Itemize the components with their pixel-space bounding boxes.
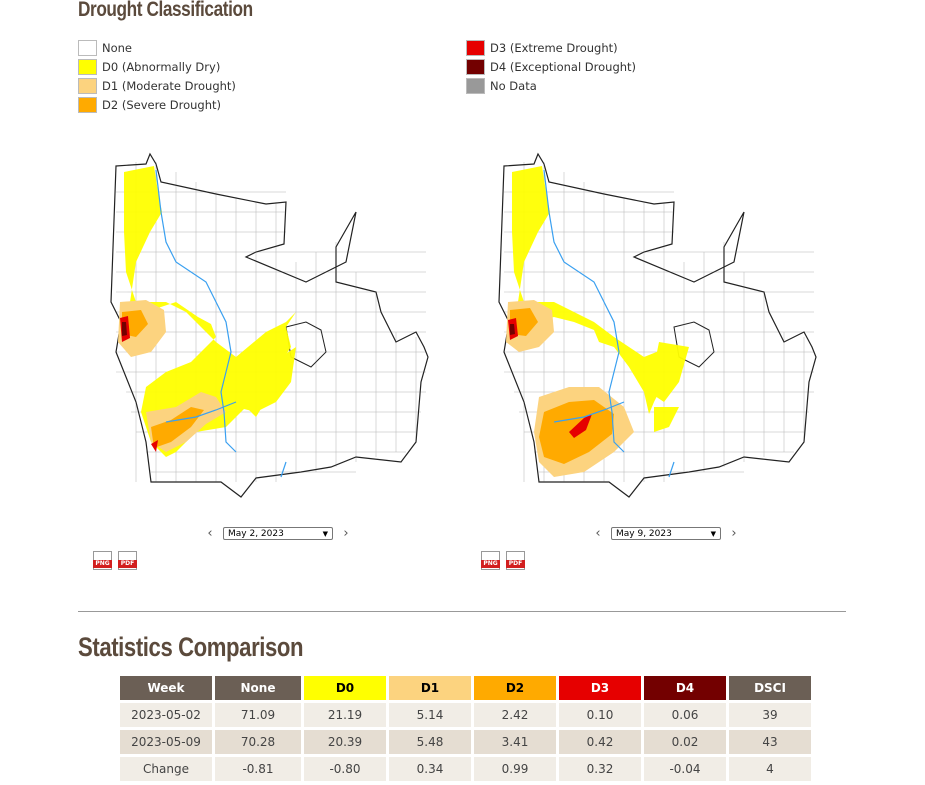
download-icons-map-1: PNG PDF [93, 551, 137, 570]
table-cell: Change [120, 757, 212, 781]
table-cell: 2023-05-02 [120, 703, 212, 727]
drought-map-may-9 [498, 152, 817, 498]
legend-label: D2 (Severe Drought) [102, 97, 222, 112]
legend-label: No Data [490, 78, 537, 93]
png-download-icon[interactable]: PNG [481, 551, 500, 570]
table-cell: 3.41 [474, 730, 556, 754]
legend-label: None [102, 40, 133, 55]
date-control-map-1: ‹ May 2, 2023 ▼ › [205, 526, 351, 541]
pdf-label: PDF [506, 560, 525, 568]
d3-d4-areas [120, 316, 158, 452]
legend-label: D0 (Abnormally Dry) [102, 59, 221, 74]
chevron-right-icon[interactable]: › [731, 526, 737, 541]
table-row: 2023-05-09 70.28 20.39 5.48 3.41 0.42 0.… [120, 730, 811, 754]
legend-swatch [466, 77, 485, 94]
table-cell: 5.14 [389, 703, 471, 727]
chevron-left-icon[interactable]: ‹ [207, 526, 213, 541]
d0-areas [124, 166, 296, 457]
statistics-table: Week None D0 D1 D2 D3 D4 DSCI 2023-05-02… [117, 673, 814, 784]
table-cell: 0.32 [559, 757, 641, 781]
legend-right: D3 (Extreme Drought) D4 (Exceptional Dro… [466, 38, 636, 95]
col-header-week: Week [120, 676, 212, 700]
section-divider [78, 611, 846, 612]
col-header-d2: D2 [474, 676, 556, 700]
table-cell: 2.42 [474, 703, 556, 727]
table-cell: 0.42 [559, 730, 641, 754]
pdf-label: PDF [118, 560, 137, 568]
legend-item-none: None [78, 38, 236, 57]
legend-item-d4: D4 (Exceptional Drought) [466, 57, 636, 76]
date-select-value: May 9, 2023 [616, 528, 672, 539]
legend-left: None D0 (Abnormally Dry) D1 (Moderate Dr… [78, 38, 236, 114]
table-cell: 0.10 [559, 703, 641, 727]
legend-item-d1: D1 (Moderate Drought) [78, 76, 236, 95]
pdf-download-icon[interactable]: PDF [506, 551, 525, 570]
table-cell: 2023-05-09 [120, 730, 212, 754]
d0-areas [512, 166, 689, 432]
table-cell: 70.28 [215, 730, 301, 754]
table-header-row: Week None D0 D1 D2 D3 D4 DSCI [120, 676, 811, 700]
table-cell: -0.80 [304, 757, 386, 781]
d3-d4-areas [508, 318, 592, 438]
legend-swatch [78, 58, 97, 75]
table-cell: 43 [729, 730, 811, 754]
date-select[interactable]: May 2, 2023 ▼ [223, 527, 333, 540]
chevron-left-icon[interactable]: ‹ [595, 526, 601, 541]
table-cell: 5.48 [389, 730, 471, 754]
rivers [543, 169, 675, 478]
col-header-d3: D3 [559, 676, 641, 700]
legend-item-d2: D2 (Severe Drought) [78, 95, 236, 114]
chevron-right-icon[interactable]: › [343, 526, 349, 541]
table-cell: 0.34 [389, 757, 471, 781]
table-row: Change -0.81 -0.80 0.34 0.99 0.32 -0.04 … [120, 757, 811, 781]
table-cell: 0.02 [644, 730, 726, 754]
legend-item-d3: D3 (Extreme Drought) [466, 38, 636, 57]
table-cell: 0.06 [644, 703, 726, 727]
legend-swatch [78, 39, 97, 56]
table-cell: 71.09 [215, 703, 301, 727]
legend-item-d0: D0 (Abnormally Dry) [78, 57, 236, 76]
png-label: PNG [481, 560, 500, 568]
legend-label: D3 (Extreme Drought) [490, 40, 618, 55]
png-download-icon[interactable]: PNG [93, 551, 112, 570]
legend-item-no-data: No Data [466, 76, 636, 95]
download-icons-map-2: PNG PDF [481, 551, 525, 570]
table-cell: 21.19 [304, 703, 386, 727]
col-header-d4: D4 [644, 676, 726, 700]
col-header-d1: D1 [389, 676, 471, 700]
legend-swatch [78, 96, 97, 113]
chevron-down-icon: ▼ [710, 529, 716, 538]
col-header-d0: D0 [304, 676, 386, 700]
col-header-dsci: DSCI [729, 676, 811, 700]
legend-swatch [78, 77, 97, 94]
chevron-down-icon: ▼ [322, 529, 328, 538]
legend-swatch [466, 39, 485, 56]
table-cell: 20.39 [304, 730, 386, 754]
pdf-download-icon[interactable]: PDF [118, 551, 137, 570]
table-cell: -0.04 [644, 757, 726, 781]
date-select-value: May 2, 2023 [228, 528, 284, 539]
date-control-map-2: ‹ May 9, 2023 ▼ › [593, 526, 739, 541]
table-cell: 39 [729, 703, 811, 727]
legend-label: D1 (Moderate Drought) [102, 78, 236, 93]
table-cell: 4 [729, 757, 811, 781]
legend-label: D4 (Exceptional Drought) [490, 59, 637, 74]
table-cell: 0.99 [474, 757, 556, 781]
drought-map-may-2 [110, 152, 429, 498]
date-select[interactable]: May 9, 2023 ▼ [611, 527, 721, 540]
legend-swatch [466, 58, 485, 75]
rivers [155, 169, 287, 478]
statistics-comparison-heading: Statistics Comparison [78, 632, 304, 662]
drought-classification-heading: Drought Classification [78, 0, 253, 21]
col-header-none: None [215, 676, 301, 700]
table-cell: -0.81 [215, 757, 301, 781]
png-label: PNG [93, 560, 112, 568]
table-row: 2023-05-02 71.09 21.19 5.14 2.42 0.10 0.… [120, 703, 811, 727]
